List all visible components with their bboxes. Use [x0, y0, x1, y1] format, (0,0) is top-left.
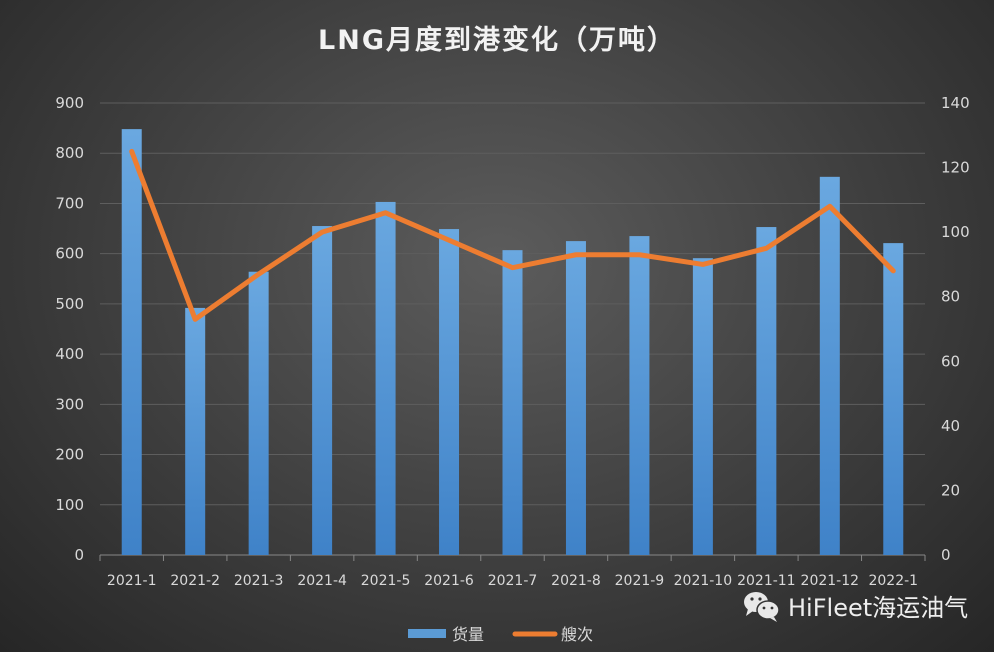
x-tick-label: 2021-4 — [297, 573, 347, 589]
bar — [375, 201, 396, 555]
y-left-tick-label: 500 — [55, 295, 84, 313]
bar — [692, 258, 713, 555]
wechat-icon — [744, 591, 780, 622]
y-left-tick-label: 600 — [55, 245, 84, 263]
bar — [312, 226, 333, 556]
x-tick-label: 2022-1 — [868, 573, 918, 589]
watermark-text: HiFleet海运油气 — [788, 594, 969, 622]
bar — [565, 241, 586, 555]
bar — [185, 307, 206, 555]
y-right-tick-label: 40 — [941, 417, 960, 435]
y-left-tick-label: 700 — [55, 194, 84, 212]
y-left-tick-label: 800 — [55, 144, 84, 162]
x-tick-label: 2021-6 — [424, 573, 474, 589]
y-left-tick-label: 900 — [55, 94, 84, 112]
x-tick-label: 2021-11 — [737, 573, 796, 589]
bar — [502, 250, 523, 555]
y-right-tick-label: 140 — [941, 94, 970, 112]
y-right-tick-label: 20 — [941, 481, 960, 499]
y-left-tick-label: 0 — [74, 546, 84, 564]
legend-swatch-bar — [408, 629, 446, 638]
y-left-tick-label: 400 — [55, 345, 84, 363]
bar — [883, 243, 904, 555]
bar — [629, 236, 650, 556]
x-tick-label: 2021-5 — [361, 573, 411, 589]
bar — [756, 227, 777, 555]
y-left-tick-label: 200 — [55, 446, 84, 464]
x-tick-label: 2021-3 — [234, 573, 284, 589]
y-right-tick-label: 120 — [941, 159, 970, 177]
watermark: HiFleet海运油气 — [742, 588, 968, 623]
bar — [439, 229, 460, 555]
x-tick-label: 2021-12 — [801, 573, 860, 589]
x-tick-label: 2021-8 — [551, 573, 601, 589]
x-tick-label: 2021-1 — [107, 573, 157, 589]
x-tick-label: 2021-7 — [488, 573, 538, 589]
x-tick-label: 2021-10 — [674, 573, 733, 589]
x-tick-label: 2021-2 — [170, 573, 220, 589]
bar — [121, 129, 142, 556]
chart-title: LNG月度到港变化（万吨） — [318, 25, 676, 56]
y-right-tick-label: 60 — [941, 352, 960, 370]
y-right-tick-label: 0 — [941, 546, 951, 564]
y-right-tick-label: 100 — [941, 223, 970, 241]
y-left-tick-label: 300 — [55, 395, 84, 413]
bar — [248, 271, 269, 555]
x-tick-label: 2021-9 — [615, 573, 665, 589]
y-right-tick-label: 80 — [941, 288, 960, 306]
y-left-tick-label: 100 — [55, 496, 84, 514]
legend-label-line: 艘次 — [561, 625, 593, 644]
legend-label-bar: 货量 — [452, 625, 484, 644]
bar — [819, 176, 840, 555]
